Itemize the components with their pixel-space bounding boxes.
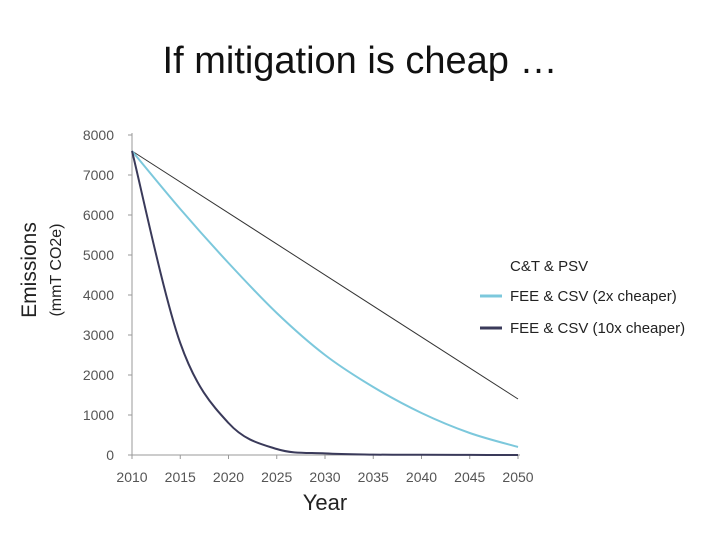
- y-tick-label: 2000: [83, 367, 114, 383]
- legend-label: C&T & PSV: [510, 258, 588, 275]
- y-tick-label: 5000: [83, 247, 114, 263]
- y-tick-label: 0: [106, 447, 114, 463]
- x-tick-label: 2045: [454, 469, 485, 485]
- y-tick-label: 7000: [83, 167, 114, 183]
- chart-title: If mitigation is cheap …: [162, 40, 558, 82]
- x-tick-label: 2030: [309, 469, 340, 485]
- x-tick-label: 2025: [261, 469, 292, 485]
- x-tick-label: 2050: [502, 469, 533, 485]
- series-line-2: [131, 150, 519, 448]
- series-line-3: [131, 150, 519, 456]
- y-tick-label: 8000: [83, 127, 114, 143]
- x-tick-label: 2040: [406, 469, 437, 485]
- x-axis-label: Year: [302, 490, 348, 515]
- x-tick-label: 2035: [358, 469, 389, 485]
- y-tick-label: 3000: [83, 327, 114, 343]
- y-tick-label: 4000: [83, 287, 114, 303]
- y-tick-label: 6000: [83, 207, 114, 223]
- series-line-1: [131, 150, 519, 400]
- legend-label: FEE & CSV (2x cheaper): [510, 288, 677, 305]
- x-tick-label: 2020: [213, 469, 244, 485]
- legend-label: FEE & CSV (10x cheaper): [510, 320, 685, 337]
- x-tick-label: 2015: [165, 469, 196, 485]
- x-tick-label: 2010: [116, 469, 147, 485]
- y-tick-label: 1000: [83, 407, 114, 423]
